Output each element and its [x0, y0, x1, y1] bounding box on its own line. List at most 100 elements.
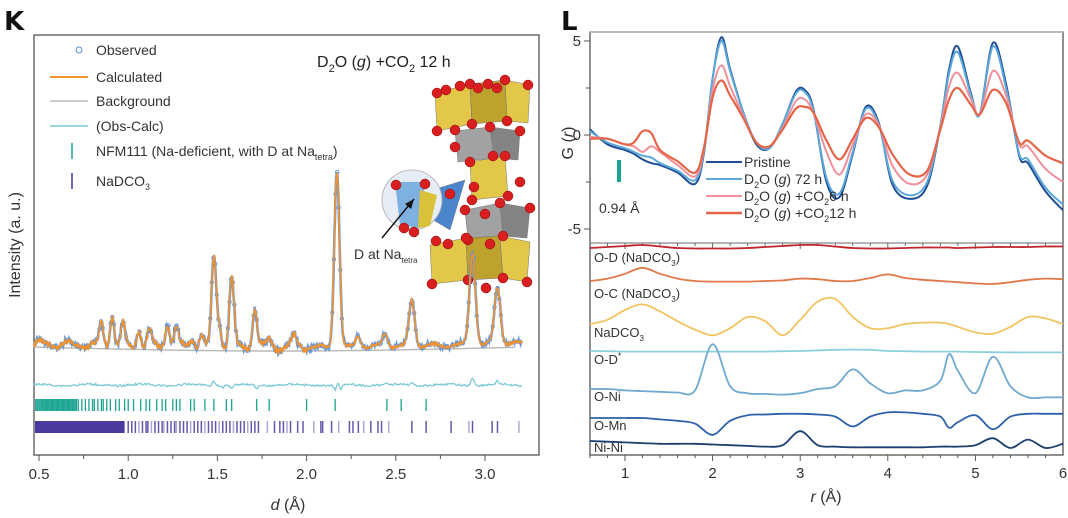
- partial-label-ni-ni: Ni-Ni: [594, 440, 623, 455]
- octahedron: [499, 202, 531, 239]
- oxygen-atom: [524, 202, 536, 214]
- oxygen-atom: [426, 278, 438, 290]
- magnified-octahedron: [418, 190, 437, 228]
- nfm111-reflection-ticks: [35, 399, 427, 411]
- oxygen-atom: [514, 176, 526, 188]
- oxygen-atom: [390, 179, 402, 191]
- legend-co2-6h-label: D2O (g) +CO26 h: [744, 188, 849, 207]
- partial-pdf-labels: O-D (NaDCO3) O-C (NaDCO3) NaDCO3 O-D* O-…: [594, 250, 680, 455]
- oxygen-atom: [431, 87, 443, 99]
- oxygen-atom: [482, 78, 494, 90]
- partial-label-o-ni: O-Ni: [594, 389, 621, 404]
- pdf-curves-layer: [589, 36, 1064, 211]
- oxygen-atom: [440, 84, 452, 96]
- partial-curve-5: [590, 411, 1063, 436]
- crystal-structure-illustration: [381, 74, 536, 294]
- x-tick-label: 2.0: [296, 466, 317, 483]
- scale-bar-label: 0.94 Å: [599, 200, 640, 216]
- annotation-arrowhead-icon: [405, 199, 414, 209]
- oxygen-atom: [398, 222, 410, 234]
- pdf-curve-1: [589, 39, 1064, 206]
- oxygen-atom: [497, 230, 509, 242]
- oxygen-atom: [484, 238, 496, 250]
- panel-l-y-axis-title: G (r): [560, 127, 577, 160]
- legend-nadco3-label: NaDCO3: [96, 173, 150, 192]
- oxygen-atom: [408, 226, 420, 238]
- pdf-curve-0: [589, 36, 1064, 211]
- oxygen-atom: [431, 125, 443, 137]
- panel-k-x-axis-title: d (Å): [271, 495, 306, 514]
- oxygen-atom: [480, 282, 492, 294]
- partial-label-od-nadco3: O-D (NaDCO3): [594, 250, 680, 268]
- oxygen-atom: [430, 235, 442, 247]
- partial-curve-0: [589, 243, 1064, 250]
- oxygen-atom: [442, 238, 454, 250]
- oxygen-atom: [502, 190, 514, 202]
- panel-l-x-axis-title: r (Å): [810, 487, 841, 506]
- partial-label-od-star: O-D*: [594, 351, 622, 367]
- octahedron: [489, 126, 521, 161]
- panel-k-title: D2O (g) +CO2 12 h: [317, 54, 451, 75]
- partial-curve-1: [589, 266, 1064, 285]
- legend-co2-12h-label: D2O (g) +CO212 h: [744, 205, 856, 224]
- x-tick-label: 2: [708, 465, 716, 482]
- legend-calculated-label: Calculated: [96, 69, 162, 85]
- panel-l-y-axis: 5 0 -5: [568, 33, 590, 238]
- partial-label-o-mn: O-Mn: [594, 418, 627, 433]
- oxygen-atom: [514, 125, 526, 137]
- pdf-curve-2: [589, 64, 1064, 186]
- nadco3-tick-band: [35, 421, 125, 433]
- oxygen-atom: [499, 74, 511, 86]
- oxygen-atom: [499, 150, 511, 162]
- oxygen-atom: [501, 115, 513, 127]
- oxygen-atom: [464, 156, 476, 168]
- calculated-curve-layer: [32, 172, 523, 356]
- x-tick-label: 0.5: [29, 466, 50, 483]
- oxygen-atom: [454, 80, 466, 92]
- x-tick-label: 4: [884, 465, 892, 482]
- octahedron: [469, 155, 509, 201]
- x-tick-label: 1: [621, 465, 629, 482]
- annotation-d-at-na: D at Natetra: [354, 246, 418, 265]
- oxygen-atom: [468, 181, 480, 193]
- scale-bar: [617, 160, 621, 182]
- panel-l-chart: 5 0 -5 G (r) 0.94 Å Pristine D2O (g) 72 h …: [560, 31, 1067, 506]
- legend-background-label: Background: [96, 93, 171, 109]
- legend-difference-label: (Obs-Calc): [96, 118, 164, 134]
- oxygen-atom: [497, 272, 509, 284]
- oxygen-atom: [466, 194, 478, 206]
- x-tick-label: 6: [1059, 465, 1067, 482]
- panel-k-legend: Observed Calculated Background (Obs-Calc…: [50, 42, 338, 192]
- difference-curve: [33, 377, 523, 392]
- y-tick-label: 0: [573, 127, 581, 144]
- x-tick-label: 1.5: [207, 466, 228, 483]
- oxygen-atom: [466, 118, 478, 130]
- panel-l-letter: L: [561, 7, 578, 37]
- panel-k-y-axis-title: Intensity (a. u.): [7, 192, 24, 298]
- x-tick-label: 1.0: [118, 466, 139, 483]
- oxygen-atom: [449, 141, 461, 153]
- legend-d2o-72h-label: D2O (g) 72 h: [744, 171, 822, 190]
- octahedron: [504, 79, 531, 124]
- x-tick-label: 3.0: [475, 466, 496, 483]
- x-tick-label: 2.5: [385, 466, 406, 483]
- panel-l-mid-ticks: [589, 243, 1046, 249]
- calculated-curve: [32, 172, 523, 356]
- oxygen-atom: [491, 82, 503, 94]
- oxygen-atom: [419, 178, 431, 190]
- oxygen-atom: [460, 232, 472, 244]
- difference-curve-layer: [33, 377, 523, 392]
- partial-curve-2: [589, 296, 1064, 337]
- legend-observed-label: Observed: [96, 42, 157, 58]
- nfm111-tick-band: [35, 399, 77, 411]
- oxygen-atom: [449, 124, 461, 136]
- panel-l-x-axis: 1 2 3 4 5 6: [589, 455, 1067, 482]
- partial-curve-6: [589, 430, 1064, 449]
- panel-k-frame: [33, 34, 540, 456]
- octahedron: [464, 202, 504, 241]
- partial-label-oc-nadco3: O-C (NaDCO3): [594, 286, 680, 304]
- oxygen-atom: [444, 188, 456, 200]
- panel-k-x-axis: 0.5 1.0 1.5 2.0 2.5 3.0: [29, 455, 496, 483]
- oxygen-atom: [487, 150, 499, 162]
